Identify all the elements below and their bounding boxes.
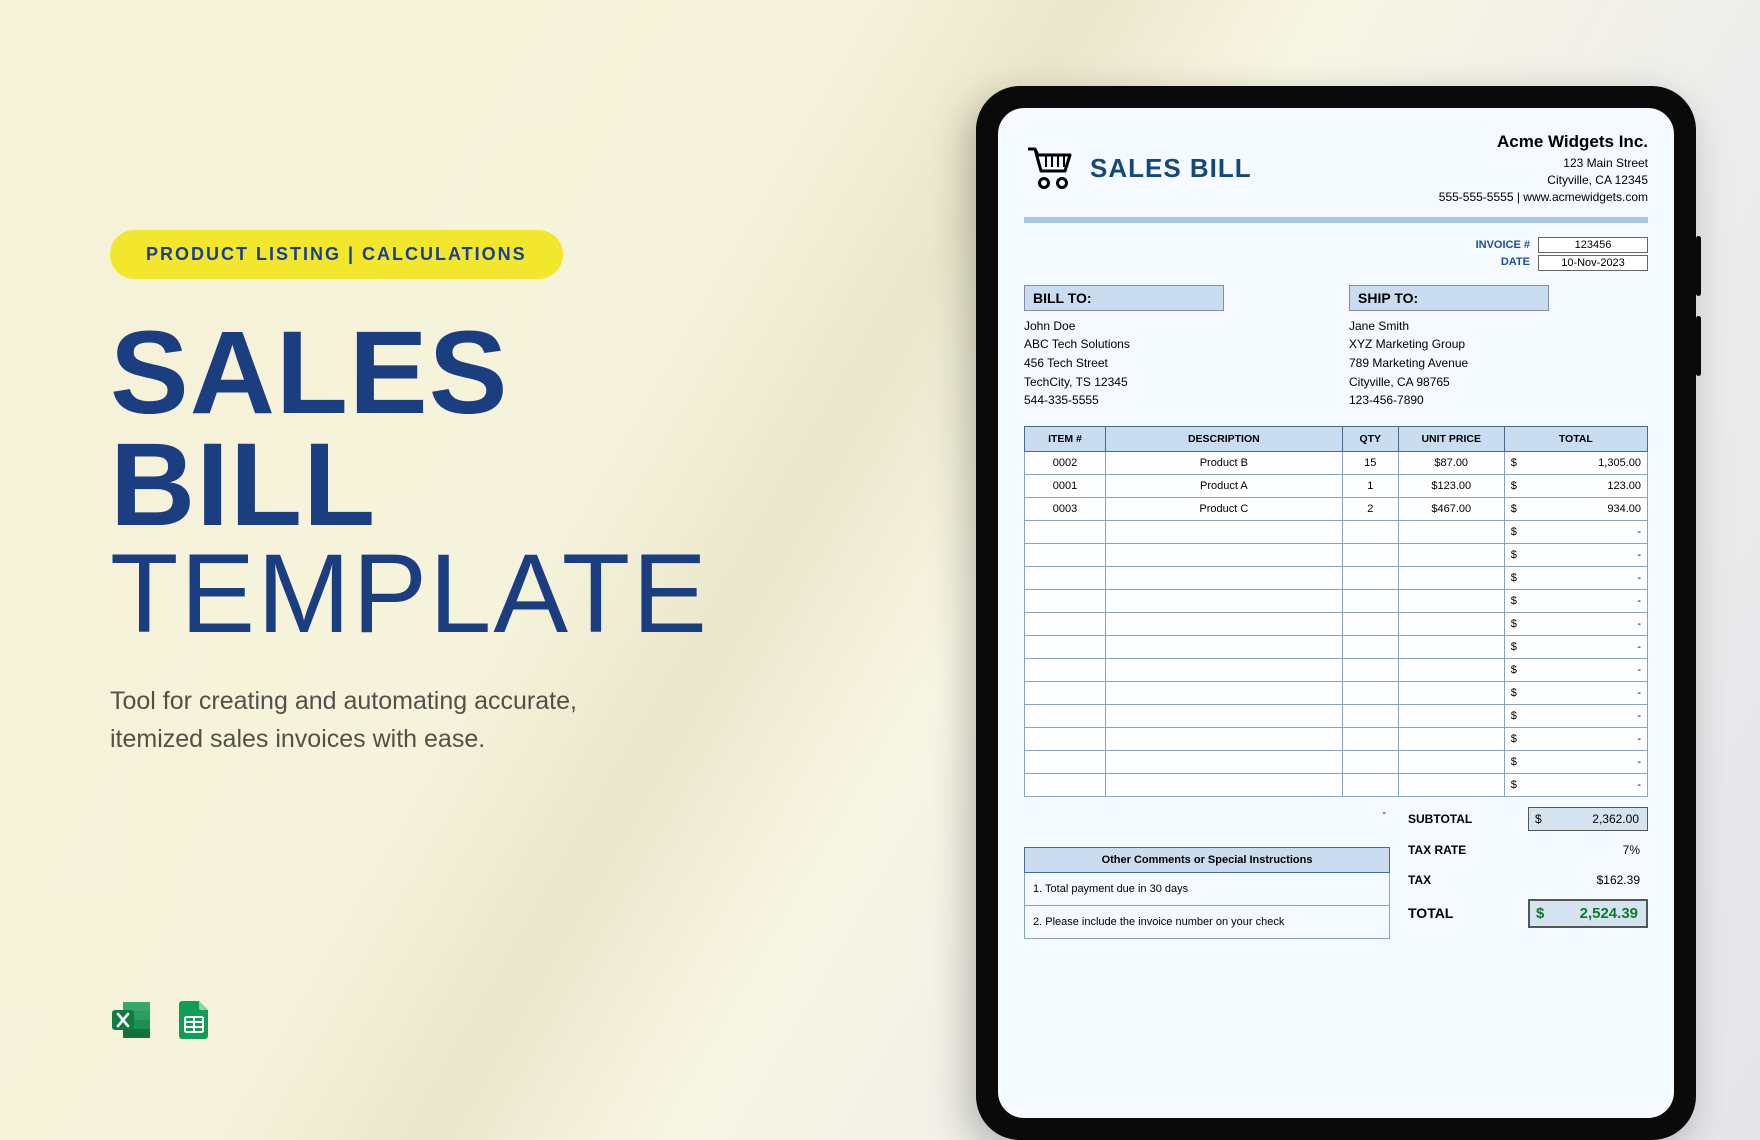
promo-panel: PRODUCT LISTING | CALCULATIONS SALES BIL… bbox=[110, 230, 670, 759]
app-icons bbox=[110, 998, 216, 1042]
ship-to-block: SHIP TO: Jane Smith XYZ Marketing Group … bbox=[1349, 285, 1648, 410]
invoice-meta: INVOICE # DATE 123456 10-Nov-2023 bbox=[1024, 237, 1648, 271]
bill-city: TechCity, TS 12345 bbox=[1024, 373, 1323, 392]
table-row-empty: $- bbox=[1025, 635, 1648, 658]
table-row: 0002Product B15$87.00$1,305.00 bbox=[1025, 451, 1648, 474]
ship-street: 789 Marketing Avenue bbox=[1349, 354, 1648, 373]
company-block: Acme Widgets Inc. 123 Main Street Cityvi… bbox=[1439, 130, 1648, 207]
tablet-frame: SALES BILL Acme Widgets Inc. 123 Main St… bbox=[976, 86, 1696, 1140]
col-item: ITEM # bbox=[1025, 426, 1106, 451]
comments-section: - Other Comments or Special Instructions… bbox=[1024, 807, 1390, 939]
ship-city: Cityville, CA 98765 bbox=[1349, 373, 1648, 392]
ship-phone: 123-456-7890 bbox=[1349, 391, 1648, 410]
total-value: $2,524.39 bbox=[1528, 899, 1648, 928]
table-row-empty: $- bbox=[1025, 681, 1648, 704]
headline-line2: TEMPLATE bbox=[110, 541, 670, 647]
ship-to-label: SHIP TO: bbox=[1349, 285, 1549, 311]
table-row-empty: $- bbox=[1025, 727, 1648, 750]
dash-mark: - bbox=[1024, 807, 1390, 819]
company-name: Acme Widgets Inc. bbox=[1439, 130, 1648, 155]
table-row-empty: $- bbox=[1025, 612, 1648, 635]
bill-name: John Doe bbox=[1024, 317, 1323, 336]
bill-to-block: BILL TO: John Doe ABC Tech Solutions 456… bbox=[1024, 285, 1323, 410]
invoice-date-label: DATE bbox=[1476, 254, 1530, 271]
subtotal-value: $2,362.00 bbox=[1528, 807, 1648, 831]
col-desc: DESCRIPTION bbox=[1105, 426, 1342, 451]
bill-street: 456 Tech Street bbox=[1024, 354, 1323, 373]
headline-line1: SALES BILL bbox=[110, 317, 670, 541]
cart-icon bbox=[1024, 143, 1078, 194]
invoice-date-value: 10-Nov-2023 bbox=[1538, 255, 1648, 271]
logo-block: SALES BILL bbox=[1024, 130, 1252, 207]
parties: BILL TO: John Doe ABC Tech Solutions 456… bbox=[1024, 285, 1648, 410]
invoice-header: SALES BILL Acme Widgets Inc. 123 Main St… bbox=[1024, 130, 1648, 207]
col-price: UNIT PRICE bbox=[1398, 426, 1504, 451]
document-title: SALES BILL bbox=[1090, 153, 1252, 184]
bill-to-label: BILL TO: bbox=[1024, 285, 1224, 311]
summary-section: SUBTOTAL $2,362.00 TAX RATE 7% TAX $162.… bbox=[1408, 807, 1648, 939]
col-total: TOTAL bbox=[1504, 426, 1647, 451]
ship-company: XYZ Marketing Group bbox=[1349, 335, 1648, 354]
excel-icon bbox=[110, 998, 154, 1042]
company-line2: Cityville, CA 12345 bbox=[1439, 172, 1648, 189]
invoice-no-label: INVOICE # bbox=[1476, 237, 1530, 254]
tagline: Tool for creating and automating accurat… bbox=[110, 682, 670, 760]
bill-phone: 544-335-5555 bbox=[1024, 391, 1323, 410]
table-header-row: ITEM # DESCRIPTION QTY UNIT PRICE TOTAL bbox=[1025, 426, 1648, 451]
tax-label: TAX bbox=[1408, 873, 1431, 887]
taxrate-value: 7% bbox=[1528, 839, 1648, 861]
bill-company: ABC Tech Solutions bbox=[1024, 335, 1323, 354]
table-row: 0003Product C2$467.00$934.00 bbox=[1025, 497, 1648, 520]
sheets-icon bbox=[172, 998, 216, 1042]
table-row-empty: $- bbox=[1025, 520, 1648, 543]
company-line1: 123 Main Street bbox=[1439, 155, 1648, 172]
below-table: - Other Comments or Special Instructions… bbox=[1024, 807, 1648, 939]
table-row-empty: $- bbox=[1025, 543, 1648, 566]
table-row-empty: $- bbox=[1025, 773, 1648, 796]
invoice-document: SALES BILL Acme Widgets Inc. 123 Main St… bbox=[998, 108, 1674, 1118]
category-pill: PRODUCT LISTING | CALCULATIONS bbox=[110, 230, 563, 279]
table-row-empty: $- bbox=[1025, 566, 1648, 589]
header-divider bbox=[1024, 217, 1648, 223]
headline: SALES BILL TEMPLATE bbox=[110, 317, 670, 648]
table-row-empty: $- bbox=[1025, 658, 1648, 681]
subtotal-label: SUBTOTAL bbox=[1408, 812, 1472, 826]
comment-2: 2. Please include the invoice number on … bbox=[1024, 906, 1390, 939]
total-label: TOTAL bbox=[1408, 905, 1453, 921]
invoice-no-value: 123456 bbox=[1538, 237, 1648, 253]
items-table: ITEM # DESCRIPTION QTY UNIT PRICE TOTAL … bbox=[1024, 426, 1648, 797]
taxrate-label: TAX RATE bbox=[1408, 843, 1466, 857]
comment-1: 1. Total payment due in 30 days bbox=[1024, 873, 1390, 906]
ship-name: Jane Smith bbox=[1349, 317, 1648, 336]
tax-value: $162.39 bbox=[1528, 869, 1648, 891]
table-row: 0001Product A1$123.00$123.00 bbox=[1025, 474, 1648, 497]
table-row-empty: $- bbox=[1025, 704, 1648, 727]
company-line3: 555-555-5555 | www.acmewidgets.com bbox=[1439, 189, 1648, 206]
comments-label: Other Comments or Special Instructions bbox=[1024, 847, 1390, 873]
table-row-empty: $- bbox=[1025, 589, 1648, 612]
table-row-empty: $- bbox=[1025, 750, 1648, 773]
col-qty: QTY bbox=[1342, 426, 1398, 451]
